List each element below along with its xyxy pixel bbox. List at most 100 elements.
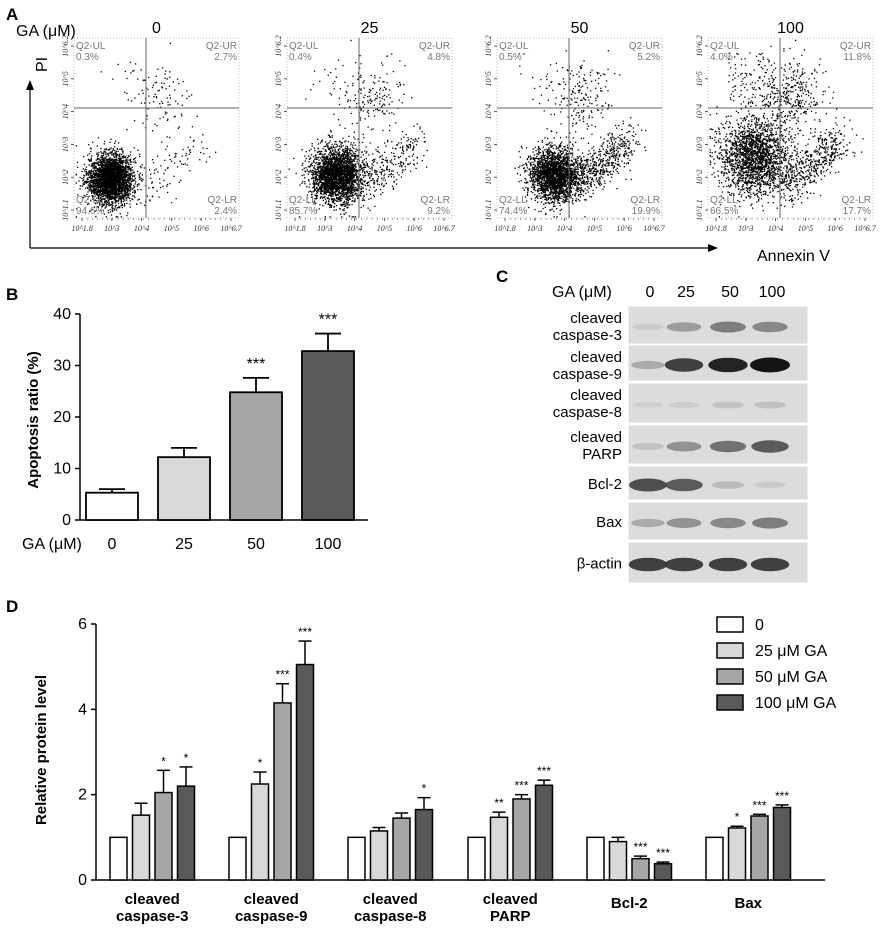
- blot-band: [752, 321, 788, 333]
- flow-y-tick: 10^1.1: [61, 199, 70, 220]
- quadrant-value-q2-ll: 66.5%: [710, 206, 738, 217]
- panel-d-significance: *: [258, 756, 263, 770]
- quadrant-value-q2-lr: 17.7%: [843, 206, 871, 217]
- quadrant-name-q2-ul: Q2-UL: [289, 41, 319, 52]
- panel-d-significance: ***: [656, 846, 670, 860]
- quadrant-name-q2-ur: Q2-UR: [840, 41, 871, 52]
- panel-b-y-tick: 0: [62, 512, 71, 529]
- blot-band: [632, 402, 664, 408]
- panel-d-bar: [369, 830, 389, 881]
- blot-band: [628, 557, 668, 572]
- panel-b-y-tick: 20: [53, 409, 71, 426]
- panel-d-bar: [727, 827, 747, 881]
- quadrant-name-q2-ll: Q2-LL: [499, 195, 527, 206]
- panel-d-bar: [250, 783, 270, 881]
- panel-d-bar: [512, 798, 531, 881]
- apoptosis-bar-chart: Apoptosis ratio (%) GA (μM) 0 10 20 30 40 0 25…: [22, 306, 368, 553]
- panel-a-ylabel: PI: [34, 57, 51, 72]
- panel-d-bar: [109, 836, 128, 881]
- flow-x-tick: 10^6.7: [643, 224, 665, 233]
- panel-d-bar: [705, 836, 724, 881]
- blot-band: [666, 441, 702, 452]
- panel-b-significance: ***: [247, 356, 266, 373]
- flow-x-tick: 10^1.8: [494, 224, 515, 233]
- panel-c-group-label: GA (μM): [552, 284, 612, 301]
- flow-y-tick: 10^3: [274, 137, 283, 152]
- flow-y-tick: 10^1.1: [484, 199, 493, 220]
- legend-label: 100 μM GA: [755, 695, 837, 712]
- blot-lane-label: 100: [759, 284, 786, 301]
- quadrant-value-q2-ll: 94.6%: [76, 206, 104, 217]
- panel-d-bar: [467, 836, 486, 881]
- quadrant-value-q2-ul: 0.4%: [289, 52, 312, 63]
- flow-x-tick: 10^3: [317, 224, 332, 233]
- blot-band: [666, 322, 702, 332]
- quadrant-value-q2-ul: 4.0%: [710, 52, 733, 63]
- flow-x-tick: 10^4: [557, 224, 572, 233]
- panel-d-legend: 0 25 μM GA 50 μM GA 100 μM GA: [716, 616, 837, 712]
- blot-band: [754, 401, 786, 409]
- panel-d-x-tick: Bax: [734, 895, 762, 912]
- flow-y-tick: 10^3: [695, 137, 704, 152]
- panel-label-a: A: [6, 5, 18, 24]
- panel-d-significance: *: [422, 782, 427, 796]
- blot-band: [751, 440, 789, 453]
- blot-band: [629, 478, 667, 492]
- quadrant-value-q2-ur: 2.7%: [214, 52, 237, 63]
- flow-plot-events: [75, 42, 217, 218]
- panel-d-significance: ***: [775, 789, 789, 803]
- blot-row-label: caspase-3: [553, 327, 622, 344]
- panel-b-ylabel: Apoptosis ratio (%): [25, 351, 42, 489]
- flow-x-tick: 10^6: [407, 224, 422, 233]
- legend-swatch: [716, 642, 744, 659]
- panel-d-x-tick: cleaved: [483, 891, 538, 908]
- quadrant-name-q2-ul: Q2-UL: [710, 41, 740, 52]
- quadrant-name-q2-ll: Q2-LL: [710, 195, 738, 206]
- panel-d-bar: [653, 863, 673, 881]
- panel-d-bar: [772, 806, 792, 881]
- panel-d-bar: [586, 836, 605, 881]
- quadrant-value-q2-ur: 11.8%: [843, 52, 871, 63]
- legend-label: 0: [755, 617, 764, 634]
- flow-x-tick: 10^6: [617, 224, 632, 233]
- flow-plot-frame: [73, 37, 240, 219]
- legend-swatch: [716, 694, 744, 711]
- legend-label: 50 μM GA: [755, 669, 828, 686]
- flow-y-tick: 10^5: [484, 71, 493, 86]
- panel-d-bar: [489, 816, 509, 881]
- quadrant-name-q2-lr: Q2-LR: [421, 195, 450, 206]
- panel-b-xlabel: GA (μM): [22, 536, 82, 553]
- legend-swatch: [716, 616, 744, 633]
- blot-band: [668, 402, 700, 408]
- panel-d-x-tick: Bcl-2: [611, 895, 648, 912]
- flow-y-tick: 10^5: [695, 71, 704, 86]
- blot-row-label: β-actin: [577, 556, 622, 573]
- quadrant-name-q2-ul: Q2-UL: [76, 41, 106, 52]
- blot-band: [710, 321, 746, 333]
- flow-plot-frame: [496, 37, 663, 219]
- panel-d-x-tick: caspase-3: [116, 908, 189, 925]
- flow-x-tick: 10^1.8: [284, 224, 305, 233]
- flow-y-tick: 10^4: [484, 104, 493, 119]
- quadrant-value-q2-lr: 9.2%: [427, 206, 450, 217]
- quadrant-value-q2-ll: 85.7%: [289, 206, 317, 217]
- blot-row-label: Bax: [596, 514, 622, 531]
- quadrant-value-q2-ul: 0.5%: [499, 52, 522, 63]
- flow-y-tick: 10^3: [484, 137, 493, 152]
- blot-band: [709, 440, 747, 453]
- blot-band: [632, 323, 664, 331]
- panel-d-x-tick: cleaved: [244, 891, 299, 908]
- panel-b-x-tick: 100: [315, 536, 342, 553]
- panel-d-bar: [750, 815, 769, 881]
- blot-row: Bax: [596, 501, 809, 541]
- flow-x-tick: 10^3: [104, 224, 119, 233]
- panel-d-bar: [295, 663, 315, 881]
- panel-label-b: B: [6, 285, 18, 304]
- blot-band: [665, 478, 703, 492]
- panel-d-group: *******Bax: [705, 789, 792, 912]
- panel-d-x-tick: caspase-9: [235, 908, 308, 925]
